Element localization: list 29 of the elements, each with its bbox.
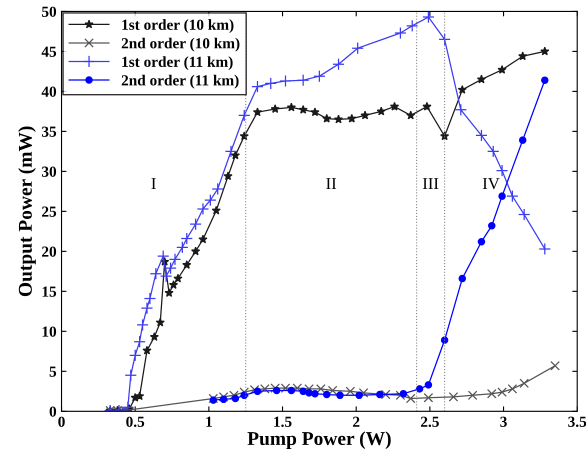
x-tick-label: 2.5 bbox=[420, 416, 439, 427]
annotation: IV bbox=[482, 178, 500, 190]
x-axis-title: Pump Power (W) bbox=[248, 431, 391, 450]
annotation: III bbox=[422, 178, 438, 189]
y-tick-label: 50 bbox=[42, 6, 56, 17]
legend-label: 2nd order (11 km) bbox=[122, 74, 239, 89]
x-tick-label: 1.5 bbox=[274, 416, 292, 427]
y-tick-label: 40 bbox=[42, 86, 56, 97]
x-tick-label: 1 bbox=[206, 416, 212, 427]
legend-label: 1st order (11 km) bbox=[122, 56, 233, 70]
y-axis-title: Output Power (mW) bbox=[18, 126, 36, 296]
legend-label: 2nd order (10 km) bbox=[122, 38, 240, 52]
y-tick-label: 15 bbox=[42, 286, 56, 297]
y-tick-label: 30 bbox=[42, 166, 56, 177]
x-tick-label: 3.5 bbox=[568, 416, 586, 427]
x-tick-label: 3 bbox=[500, 416, 507, 427]
y-tick-label: 35 bbox=[42, 126, 56, 137]
annotation: I bbox=[151, 178, 156, 189]
x-tick-label: 0 bbox=[58, 416, 65, 427]
annotation: II bbox=[326, 178, 336, 189]
y-tick-label: 10 bbox=[42, 326, 56, 337]
y-tick-label: 25 bbox=[42, 206, 56, 217]
legend-label: 1st order (10 km) bbox=[122, 19, 234, 34]
x-tick-label: 0.5 bbox=[126, 416, 144, 427]
y-tick-label: 0 bbox=[50, 406, 56, 417]
x-tick-label: 2 bbox=[353, 416, 360, 427]
y-tick-label: 5 bbox=[50, 366, 56, 377]
y-tick-label: 20 bbox=[42, 246, 56, 257]
y-tick-label: 45 bbox=[42, 46, 56, 57]
